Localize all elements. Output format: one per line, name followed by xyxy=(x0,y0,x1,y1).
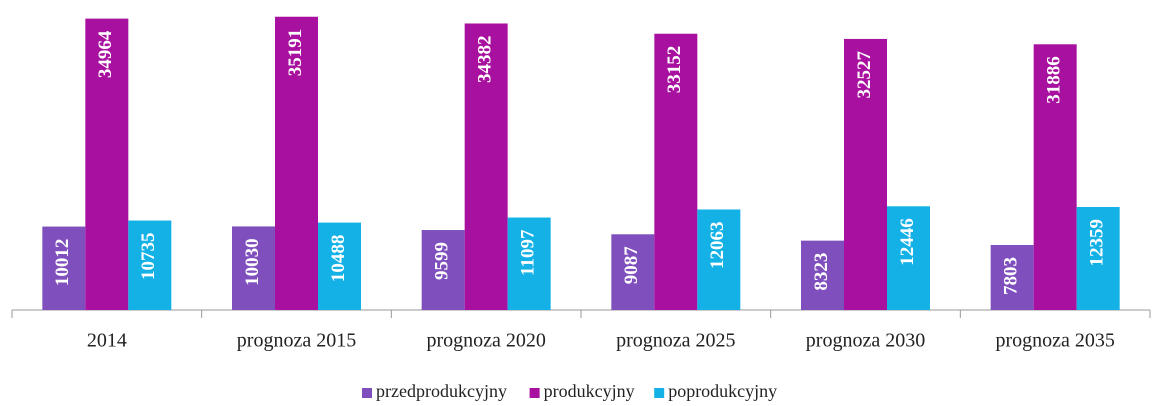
data-label: 31886 xyxy=(1044,56,1065,104)
x-tick-label: prognoza 2015 xyxy=(237,330,356,352)
data-label: 35191 xyxy=(285,29,306,77)
x-tick-label: prognoza 2025 xyxy=(616,330,735,352)
x-tick-label: prognoza 2035 xyxy=(995,330,1114,352)
legend-label: przedprodukcyjny xyxy=(376,381,507,401)
bar xyxy=(421,230,465,310)
data-label: 10012 xyxy=(52,239,73,286)
bar xyxy=(275,16,318,310)
data-label: 12063 xyxy=(707,221,728,269)
x-tick-label: prognoza 2030 xyxy=(806,330,925,352)
legend-swatch xyxy=(654,388,665,398)
data-label: 8323 xyxy=(811,253,832,291)
data-label: 7803 xyxy=(1001,257,1022,295)
data-label: 10488 xyxy=(328,235,349,283)
data-label: 10735 xyxy=(138,233,159,281)
bar xyxy=(697,209,741,310)
bar xyxy=(232,226,275,310)
data-label: 9599 xyxy=(432,242,453,280)
data-label: 34964 xyxy=(95,30,116,78)
legend-swatch xyxy=(529,388,540,398)
legend-swatch xyxy=(362,388,372,398)
bar xyxy=(990,244,1034,310)
bar xyxy=(318,222,361,310)
bar xyxy=(654,33,698,310)
bar xyxy=(1033,44,1077,311)
bar xyxy=(844,38,887,311)
x-tick-label: prognoza 2020 xyxy=(426,330,545,352)
data-label: 11097 xyxy=(518,229,539,276)
bar xyxy=(464,23,508,310)
legend-label: produkcyjny xyxy=(544,381,635,401)
bar xyxy=(801,240,844,310)
data-label: 12359 xyxy=(1087,219,1108,267)
bar xyxy=(1076,207,1120,310)
x-tick-label: 2014 xyxy=(87,330,127,352)
bar xyxy=(85,18,129,311)
data-label: 34382 xyxy=(475,35,496,83)
data-label: 12446 xyxy=(897,218,918,265)
bar xyxy=(128,220,172,310)
data-label: 9087 xyxy=(621,246,642,285)
data-label: 33152 xyxy=(664,46,685,94)
legend-label: poprodukcyjny xyxy=(668,381,777,401)
bar xyxy=(611,234,655,310)
bar xyxy=(42,226,86,310)
data-label: 32527 xyxy=(854,50,875,98)
bar xyxy=(887,206,930,310)
data-label: 10030 xyxy=(242,238,263,286)
bar xyxy=(507,217,551,310)
